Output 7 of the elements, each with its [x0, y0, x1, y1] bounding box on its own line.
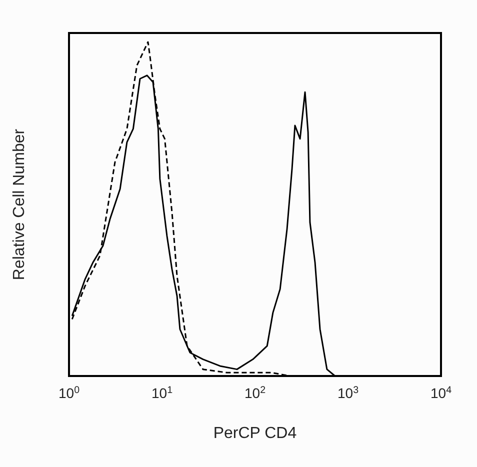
x-tick-label: 10$^{4}$ [430, 384, 452, 401]
x-axis-title: PerCP CD4 [213, 425, 297, 442]
y-axis-title: Relative Cell Number [11, 128, 28, 280]
x-tick-label: 10$^{2}$ [244, 384, 266, 401]
x-tick-label: 10$^{1}$ [151, 384, 173, 401]
x-tick-label: 10$^{3}$ [337, 384, 360, 401]
x-tick-label: 10$^{0}$ [58, 384, 80, 401]
